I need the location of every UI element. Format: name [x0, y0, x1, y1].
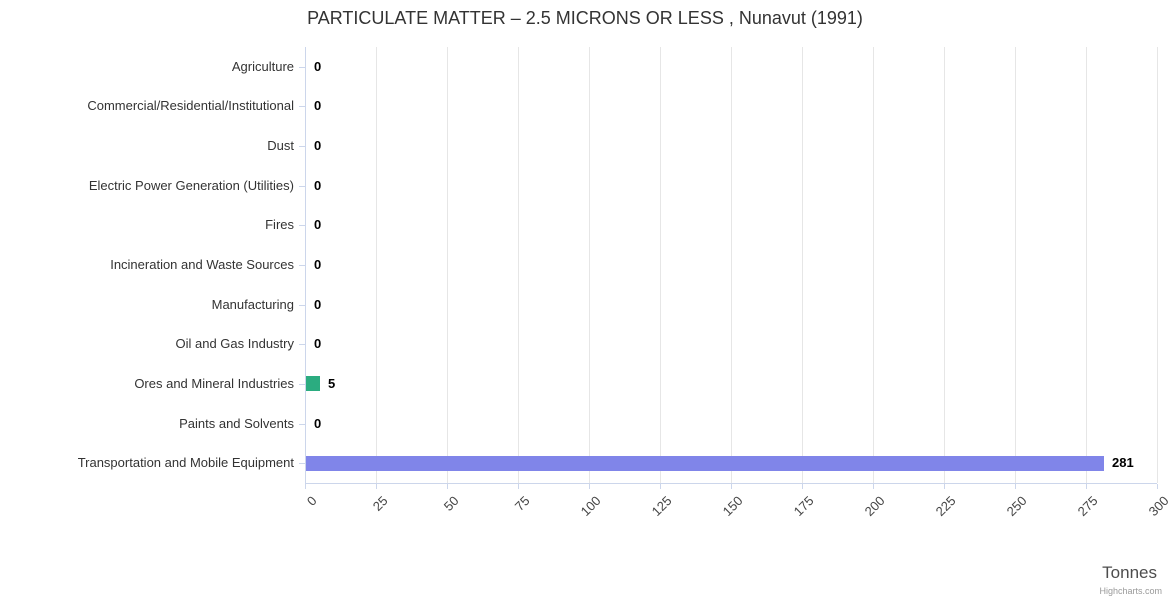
category-tick [299, 146, 305, 147]
category-label-commercial-residential-institutional: Commercial/Residential/Institutional [87, 98, 294, 113]
x-axis-tick [1157, 484, 1158, 489]
category-tick [299, 424, 305, 425]
category-tick [299, 67, 305, 68]
gridline [589, 47, 590, 483]
category-label-ores-and-mineral-industries: Ores and Mineral Industries [134, 376, 294, 391]
gridline [518, 47, 519, 483]
data-label-dust: 0 [314, 138, 322, 153]
data-label-electric-power-generation-utilities: 0 [314, 178, 322, 193]
x-axis-tick [447, 484, 448, 489]
category-label-dust: Dust [267, 138, 294, 153]
x-tick-label: 225 [932, 493, 959, 519]
data-label-manufacturing: 0 [314, 297, 322, 312]
x-tick-label: 150 [719, 493, 746, 519]
x-axis-tick [944, 484, 945, 489]
gridline [873, 47, 874, 483]
category-tick [299, 225, 305, 226]
x-tick-label: 0 [303, 493, 320, 509]
value-axis-line [305, 483, 1157, 484]
data-label-fires: 0 [314, 217, 322, 232]
gridline [802, 47, 803, 483]
category-label-paints-and-solvents: Paints and Solvents [179, 416, 294, 431]
category-tick [299, 384, 305, 385]
x-axis-tick [1086, 484, 1087, 489]
chart-title: PARTICULATE MATTER – 2.5 MICRONS OR LESS… [307, 8, 863, 28]
x-axis-tick [802, 484, 803, 489]
data-label-ores-and-mineral-industries: 5 [328, 376, 336, 391]
category-tick [299, 186, 305, 187]
category-label-incineration-and-waste-sources: Incineration and Waste Sources [110, 257, 294, 272]
x-axis-tick [873, 484, 874, 489]
category-label-agriculture: Agriculture [231, 59, 294, 74]
data-label-agriculture: 0 [314, 59, 322, 74]
data-label-transportation-and-mobile-equipment: 281 [1112, 455, 1134, 470]
gridline [1086, 47, 1087, 483]
category-tick [299, 463, 305, 464]
highcharts-credit[interactable]: Highcharts.com [1099, 586, 1162, 596]
category-label-fires: Fires [265, 217, 294, 232]
gridline [1015, 47, 1016, 483]
gridline [376, 47, 377, 483]
x-axis-tick [589, 484, 590, 489]
gridline [660, 47, 661, 483]
gridline [1157, 47, 1158, 483]
data-label-incineration-and-waste-sources: 0 [314, 257, 322, 272]
gridline [731, 47, 732, 483]
gridline [447, 47, 448, 483]
x-axis-tick [1015, 484, 1016, 489]
gridline [944, 47, 945, 483]
data-label-paints-and-solvents: 0 [314, 416, 322, 431]
category-label-electric-power-generation-utilities: Electric Power Generation (Utilities) [88, 178, 294, 193]
data-label-oil-and-gas-industry: 0 [314, 336, 322, 351]
category-label-transportation-and-mobile-equipment: Transportation and Mobile Equipment [77, 455, 294, 470]
x-tick-label: 300 [1145, 493, 1170, 519]
x-axis-tick [518, 484, 519, 489]
x-axis-tick [731, 484, 732, 489]
bar-transportation-and-mobile-equipment[interactable] [306, 456, 1104, 471]
x-tick-label: 25 [369, 493, 391, 514]
x-tick-label: 100 [577, 493, 604, 519]
bar-ores-and-mineral-industries[interactable] [306, 376, 320, 391]
category-tick [299, 106, 305, 107]
x-tick-label: 250 [1003, 493, 1030, 519]
x-tick-label: 175 [790, 493, 817, 519]
x-axis-tick [305, 484, 306, 489]
category-tick [299, 265, 305, 266]
data-label-commercial-residential-institutional: 0 [314, 98, 322, 113]
x-tick-label: 125 [648, 493, 675, 519]
x-axis-title: Tonnes [1102, 563, 1157, 582]
category-axis-line [305, 47, 306, 483]
category-tick [299, 344, 305, 345]
category-tick [299, 305, 305, 306]
x-tick-label: 200 [861, 493, 888, 519]
x-tick-label: 275 [1074, 493, 1101, 519]
x-axis-tick [660, 484, 661, 489]
x-axis-tick [376, 484, 377, 489]
category-label-manufacturing: Manufacturing [211, 297, 294, 312]
category-label-oil-and-gas-industry: Oil and Gas Industry [175, 336, 295, 351]
x-tick-label: 75 [511, 493, 533, 514]
x-tick-label: 50 [440, 493, 462, 514]
